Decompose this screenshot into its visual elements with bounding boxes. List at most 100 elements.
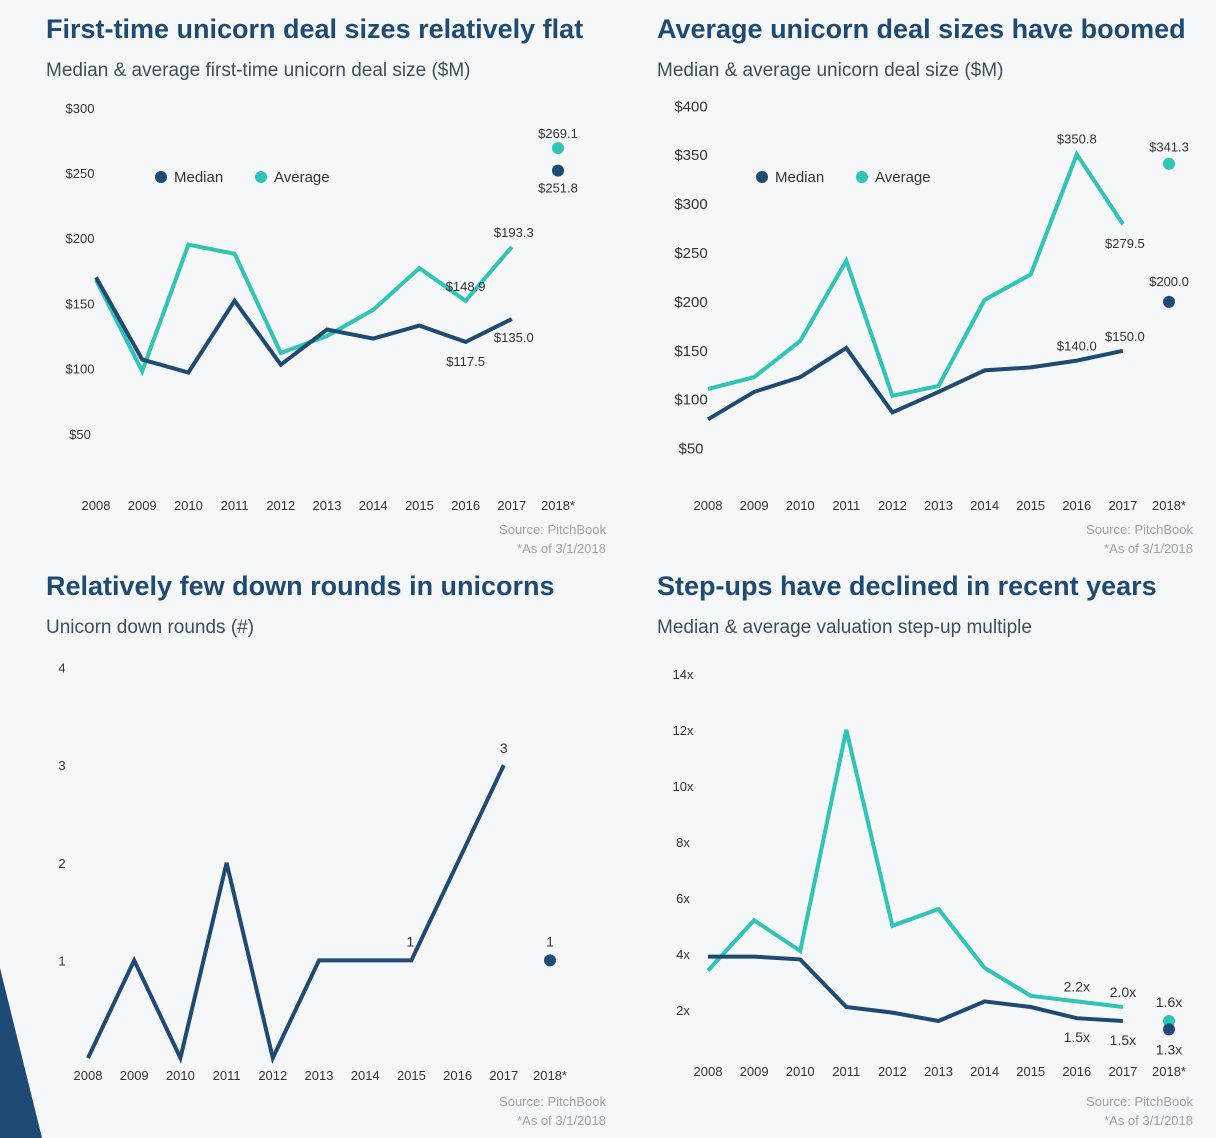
y-tick-label: $150 xyxy=(674,343,707,360)
data-label: $341.3 xyxy=(1149,140,1189,155)
chart-panel-average-deal-sizes: Average unicorn deal sizes have boomed M… xyxy=(657,0,1216,556)
data-point-2018 xyxy=(544,954,556,967)
legend-marker-median xyxy=(756,171,768,183)
y-tick-label: $400 xyxy=(674,98,707,115)
chart-panel-step-ups: Step-ups have declined in recent years M… xyxy=(657,557,1216,1128)
y-tick-label: $200 xyxy=(674,294,707,311)
x-tick-label: 2015 xyxy=(1016,498,1045,513)
chart-svg: 1 2 3 4 2008 2009 2010 2011 2012 2013 2014 2015 2016… xyxy=(58,661,567,1083)
chart-subtitle: Unicorn down rounds (#) xyxy=(46,617,255,638)
data-label: $350.8 xyxy=(1057,131,1097,146)
y-tick-label: $300 xyxy=(674,196,707,213)
data-label: 2.2x xyxy=(1064,978,1090,994)
y-tick-label: $100 xyxy=(674,392,707,409)
x-tick-label: 2013 xyxy=(305,1068,334,1083)
chart-panel-down-rounds: Relatively few down rounds in unicorns U… xyxy=(46,557,606,1128)
source-text: Source: PitchBook xyxy=(1086,522,1193,537)
data-label: 3 xyxy=(500,740,508,756)
legend-marker-average xyxy=(856,171,868,183)
y-tick-label: $200 xyxy=(66,231,95,246)
y-tick-label: $50 xyxy=(69,427,91,442)
footnote-text: *As of 3/1/2018 xyxy=(517,1113,606,1128)
source-text: Source: PitchBook xyxy=(499,1094,606,1109)
x-tick-label: 2010 xyxy=(786,498,815,513)
chart-panel-first-time-deal-sizes: First-time unicorn deal sizes relatively… xyxy=(46,0,606,556)
series-line-down-rounds xyxy=(86,764,506,1065)
x-tick-label: 2010 xyxy=(174,498,203,513)
x-tick-label: 2017 xyxy=(489,1068,518,1083)
series-line-average xyxy=(707,150,1125,399)
x-tick-label: 2013 xyxy=(924,498,953,513)
legend: Median Average xyxy=(155,169,330,186)
x-tick-label: 2012 xyxy=(258,1068,287,1083)
x-tick-label: 2012 xyxy=(878,1064,907,1079)
x-tick-label: 2008 xyxy=(694,1064,723,1079)
y-tick-label: 12x xyxy=(673,723,694,738)
legend-marker-average xyxy=(255,171,267,183)
x-tick-label: 2016 xyxy=(1062,1064,1091,1079)
data-label: 1.3x xyxy=(1156,1041,1182,1057)
y-tick-label: 4 xyxy=(58,661,65,676)
data-label: $117.5 xyxy=(446,354,485,369)
x-tick-label: 2016 xyxy=(443,1068,472,1083)
footnote-text: *As of 3/1/2018 xyxy=(1104,1113,1193,1128)
y-tick-label: 4x xyxy=(676,947,690,962)
y-tick-label: 6x xyxy=(676,891,690,906)
chart-svg: $50 $100 $150 $200 $250 $300 2008 2009 2010 2011 2… xyxy=(66,101,578,513)
legend-label: Average xyxy=(875,169,931,186)
x-tick-label: 2018* xyxy=(541,498,575,513)
x-tick-label: 2009 xyxy=(128,498,157,513)
x-tick-label: 2016 xyxy=(451,498,480,513)
series-line-median xyxy=(706,345,1124,422)
y-tick-label: $150 xyxy=(66,296,95,311)
data-point-2018 xyxy=(1163,1023,1175,1036)
x-tick-label: 2016 xyxy=(1062,498,1091,513)
x-tick-label: 2015 xyxy=(397,1068,426,1083)
x-tick-label: 2011 xyxy=(832,1064,860,1079)
x-tick-label: 2011 xyxy=(832,498,860,513)
chart-title: Step-ups have declined in recent years xyxy=(657,571,1157,601)
data-label: 1.6x xyxy=(1156,994,1182,1010)
data-point-2018 xyxy=(1163,1015,1175,1027)
x-tick-label: 2014 xyxy=(970,1064,999,1079)
y-tick-label: $250 xyxy=(66,166,95,181)
y-tick-label: 2x xyxy=(676,1003,690,1018)
corner-decoration xyxy=(0,968,42,1138)
y-tick-label: 2 xyxy=(58,856,65,871)
footnote-text: *As of 3/1/2018 xyxy=(1104,541,1193,556)
y-tick-label: 8x xyxy=(676,835,690,850)
data-point-2018 xyxy=(552,164,564,177)
data-label: $148.9 xyxy=(446,279,486,294)
data-label: $269.1 xyxy=(538,126,578,141)
y-tick-label: $50 xyxy=(678,441,703,458)
x-tick-label: 2010 xyxy=(166,1068,195,1083)
source-text: Source: PitchBook xyxy=(1086,1094,1193,1109)
legend: Median Average xyxy=(756,169,931,186)
data-point-2018 xyxy=(552,142,564,155)
series-line-median xyxy=(94,276,513,375)
source-text: Source: PitchBook xyxy=(499,522,606,537)
x-tick-label: 2015 xyxy=(405,498,434,513)
chart-svg: 2x 4x 6x 8x 10x 12x 14x 2008 2009 2010 2011 2012 201… xyxy=(673,667,1186,1079)
data-label: 1.5x xyxy=(1064,1029,1090,1045)
x-tick-label: 2009 xyxy=(120,1068,149,1083)
x-tick-label: 2008 xyxy=(74,1068,103,1083)
legend-marker-median xyxy=(155,171,167,183)
y-tick-label: 1 xyxy=(58,953,65,968)
data-label: $279.5 xyxy=(1105,236,1145,251)
data-label: 1.5x xyxy=(1110,1032,1136,1048)
x-tick-label: 2013 xyxy=(924,1064,953,1079)
y-tick-label: 14x xyxy=(673,667,694,682)
x-tick-label: 2018* xyxy=(1152,498,1186,513)
x-tick-label: 2010 xyxy=(786,1064,815,1079)
y-tick-label: $250 xyxy=(674,245,707,262)
x-tick-label: 2011 xyxy=(221,498,249,513)
data-label: $193.3 xyxy=(494,225,534,240)
legend-label: Average xyxy=(274,169,330,186)
x-tick-label: 2012 xyxy=(266,498,295,513)
footnote-text: *As of 3/1/2018 xyxy=(517,541,606,556)
data-label: 1 xyxy=(546,933,554,949)
y-tick-label: $350 xyxy=(674,147,707,164)
data-label: $135.0 xyxy=(494,330,534,345)
legend-label: Median xyxy=(174,169,223,186)
